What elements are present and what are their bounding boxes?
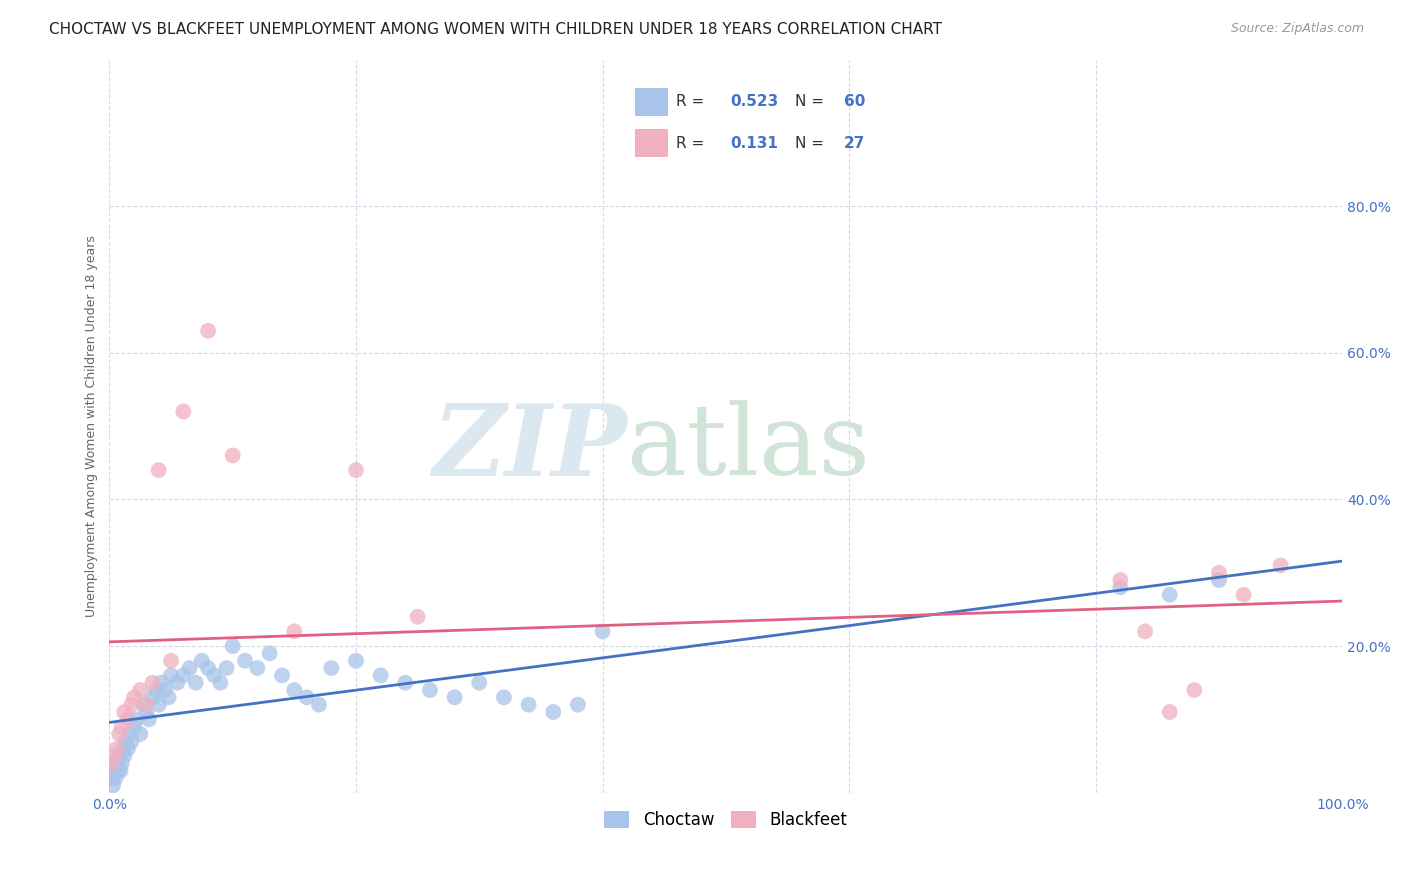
Legend: Choctaw, Blackfeet: Choctaw, Blackfeet — [598, 804, 853, 836]
Point — [1208, 566, 1230, 580]
Point — [1182, 683, 1205, 698]
Point — [138, 712, 160, 726]
Point — [197, 661, 219, 675]
Text: atlas: atlas — [627, 401, 870, 496]
Point — [406, 609, 429, 624]
Point — [166, 675, 188, 690]
Text: ZIP: ZIP — [432, 400, 627, 496]
Point — [172, 404, 194, 418]
Point — [111, 756, 134, 771]
Point — [103, 749, 125, 764]
Point — [142, 690, 165, 705]
Point — [108, 727, 131, 741]
Point — [1109, 573, 1132, 587]
Point — [150, 675, 173, 690]
Point — [468, 675, 491, 690]
Point — [222, 639, 245, 653]
Point — [108, 749, 131, 764]
Point — [1270, 558, 1292, 573]
Point — [209, 675, 232, 690]
Point — [111, 720, 134, 734]
Point — [129, 727, 152, 741]
Point — [492, 690, 515, 705]
Point — [148, 463, 170, 477]
Point — [1159, 588, 1181, 602]
Point — [104, 771, 127, 785]
Point — [191, 654, 214, 668]
Point — [172, 668, 194, 682]
Point — [197, 324, 219, 338]
Point — [370, 668, 392, 682]
Point — [110, 764, 132, 778]
Point — [1208, 573, 1230, 587]
Point — [283, 683, 305, 698]
Text: CHOCTAW VS BLACKFEET UNEMPLOYMENT AMONG WOMEN WITH CHILDREN UNDER 18 YEARS CORRE: CHOCTAW VS BLACKFEET UNEMPLOYMENT AMONG … — [49, 22, 942, 37]
Point — [122, 690, 145, 705]
Point — [394, 675, 416, 690]
Point — [135, 705, 157, 719]
Point — [105, 756, 128, 771]
Point — [117, 741, 139, 756]
Point — [142, 675, 165, 690]
Point — [105, 741, 128, 756]
Point — [1133, 624, 1156, 639]
Point — [344, 463, 367, 477]
Point — [117, 712, 139, 726]
Point — [233, 654, 256, 668]
Y-axis label: Unemployment Among Women with Children Under 18 years: Unemployment Among Women with Children U… — [86, 235, 98, 617]
Point — [283, 624, 305, 639]
Point — [344, 654, 367, 668]
Text: Source: ZipAtlas.com: Source: ZipAtlas.com — [1230, 22, 1364, 36]
Point — [443, 690, 465, 705]
Point — [153, 683, 176, 698]
Point — [114, 734, 136, 748]
Point — [135, 698, 157, 712]
Point — [112, 749, 135, 764]
Point — [157, 690, 180, 705]
Point — [129, 683, 152, 698]
Point — [121, 698, 143, 712]
Point — [111, 741, 134, 756]
Point — [222, 449, 245, 463]
Point — [101, 756, 124, 771]
Point — [271, 668, 294, 682]
Point — [308, 698, 330, 712]
Point — [202, 668, 225, 682]
Point — [1159, 705, 1181, 719]
Point — [118, 727, 141, 741]
Point — [419, 683, 441, 698]
Point — [101, 778, 124, 792]
Point — [592, 624, 614, 639]
Point — [517, 698, 540, 712]
Point — [259, 646, 281, 660]
Point — [145, 683, 167, 698]
Point — [246, 661, 269, 675]
Point — [125, 712, 148, 726]
Point — [179, 661, 201, 675]
Point — [1233, 588, 1256, 602]
Point — [160, 668, 183, 682]
Point — [567, 698, 589, 712]
Point — [541, 705, 564, 719]
Point — [103, 764, 125, 778]
Point — [107, 764, 129, 778]
Point — [160, 654, 183, 668]
Point — [321, 661, 343, 675]
Point — [295, 690, 318, 705]
Point — [215, 661, 238, 675]
Point — [184, 675, 207, 690]
Point — [121, 734, 143, 748]
Point — [1109, 581, 1132, 595]
Point — [132, 698, 155, 712]
Point — [101, 771, 124, 785]
Point — [122, 720, 145, 734]
Point — [148, 698, 170, 712]
Point — [112, 705, 135, 719]
